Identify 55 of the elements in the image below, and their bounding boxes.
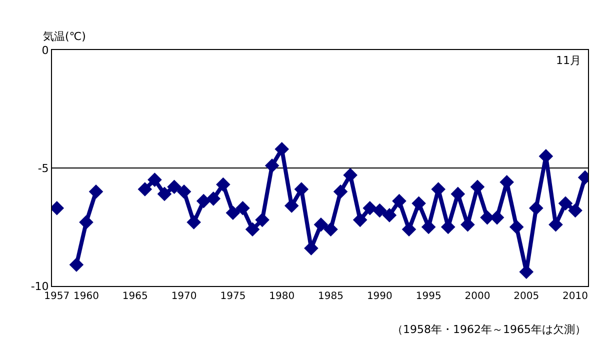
- point: [324, 222, 338, 237]
- x-tick-label: 1970: [171, 291, 197, 302]
- point: [216, 177, 230, 192]
- point: [138, 182, 152, 196]
- point: [568, 203, 582, 218]
- point: [352, 212, 368, 228]
- point: [314, 217, 328, 232]
- point: [421, 220, 436, 234]
- point: [382, 208, 397, 222]
- y-axis-title: 気温(℃): [43, 30, 86, 43]
- point: [362, 200, 378, 216]
- point: [274, 142, 289, 156]
- y-tick-label: -10: [30, 280, 49, 293]
- point: [157, 186, 172, 202]
- point: [196, 194, 211, 208]
- x-tick-label: 2005: [514, 291, 540, 302]
- point: [148, 172, 162, 187]
- point: [69, 258, 84, 272]
- point: [186, 215, 201, 230]
- point: [294, 182, 309, 196]
- x-tick-label: 1957: [44, 291, 70, 302]
- x-tick-label: 1990: [366, 291, 392, 302]
- point: [236, 200, 250, 216]
- point: [450, 186, 466, 202]
- point: [529, 200, 544, 216]
- point: [264, 158, 280, 173]
- x-tick-label: 1995: [416, 291, 442, 302]
- point: [167, 180, 182, 194]
- x-tick-label: 2000: [464, 291, 490, 302]
- point: [402, 222, 416, 237]
- point: [412, 196, 426, 211]
- point: [558, 196, 573, 211]
- y-tick-label: 0: [42, 44, 49, 57]
- point: [176, 184, 192, 199]
- x-tick-label: 1980: [269, 291, 295, 302]
- point: [509, 220, 524, 234]
- x-tick-label: 1965: [122, 291, 148, 302]
- point: [226, 206, 240, 220]
- point: [343, 168, 358, 182]
- point: [255, 212, 270, 228]
- text: （1958年・1962年～1965年は欠測）: [392, 323, 586, 336]
- annotation: 11月: [556, 54, 581, 67]
- point: [245, 222, 260, 237]
- point: [392, 194, 406, 208]
- x-tick-label: 1975: [220, 291, 246, 302]
- x-tick-label: 1960: [74, 291, 99, 302]
- point: [79, 215, 94, 230]
- point: [206, 192, 221, 206]
- x-tick-label: 1985: [318, 291, 344, 302]
- x-tick-label: 2010: [562, 291, 588, 302]
- point: [284, 198, 299, 213]
- y-tick-label: -5: [38, 162, 49, 175]
- point: [372, 203, 387, 218]
- point: [88, 184, 104, 199]
- point: [333, 184, 348, 199]
